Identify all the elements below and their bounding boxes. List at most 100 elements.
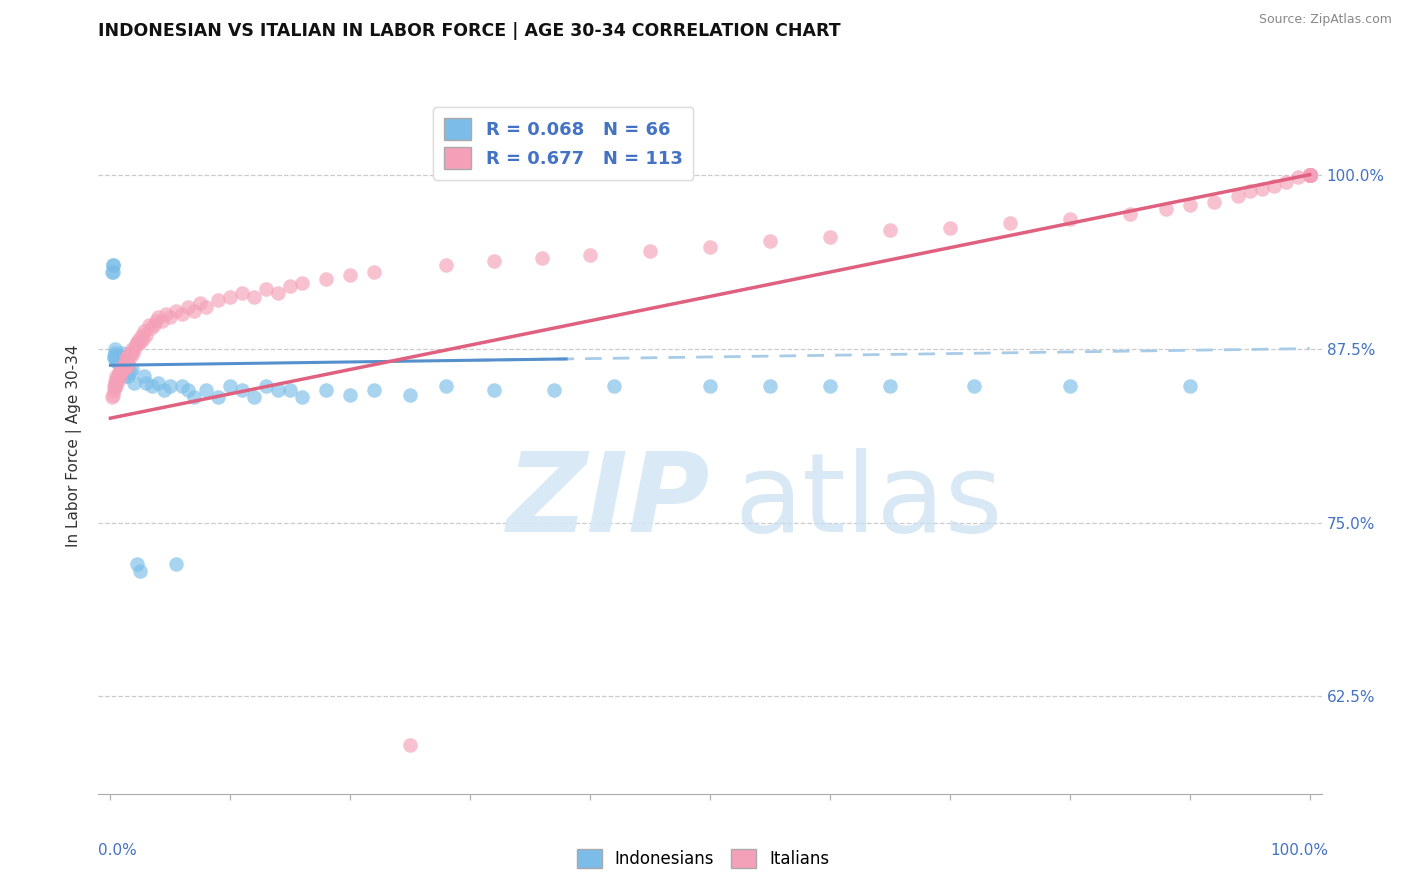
Point — [579, 248, 602, 262]
Point — [818, 230, 841, 244]
Point — [103, 349, 125, 363]
Point — [434, 379, 457, 393]
Point — [1226, 188, 1249, 202]
Point — [101, 258, 124, 272]
Point — [1298, 168, 1320, 182]
Point — [100, 265, 122, 279]
Point — [104, 379, 127, 393]
Point — [278, 279, 301, 293]
Point — [104, 374, 127, 388]
Point — [131, 327, 153, 342]
Point — [112, 362, 135, 376]
Point — [254, 379, 277, 393]
Point — [1298, 168, 1320, 182]
Point — [172, 379, 194, 393]
Point — [114, 369, 136, 384]
Point — [153, 384, 176, 398]
Point — [122, 345, 145, 359]
Point — [124, 337, 146, 351]
Point — [879, 379, 901, 393]
Point — [243, 390, 266, 404]
Point — [124, 342, 146, 356]
Point — [1298, 168, 1320, 182]
Point — [998, 216, 1021, 230]
Point — [1178, 379, 1201, 393]
Point — [1298, 168, 1320, 182]
Point — [159, 379, 181, 393]
Point — [879, 223, 901, 237]
Point — [105, 369, 128, 384]
Point — [150, 314, 173, 328]
Point — [115, 351, 138, 366]
Point — [603, 379, 626, 393]
Point — [1298, 168, 1320, 182]
Point — [1298, 168, 1320, 182]
Point — [148, 376, 170, 391]
Point — [101, 258, 124, 272]
Point — [125, 334, 148, 349]
Point — [939, 220, 962, 235]
Point — [315, 384, 337, 398]
Point — [1059, 212, 1081, 227]
Point — [1298, 168, 1320, 182]
Point — [1250, 181, 1272, 195]
Point — [1298, 168, 1320, 182]
Point — [108, 349, 131, 363]
Point — [111, 351, 134, 366]
Point — [399, 387, 422, 401]
Point — [219, 290, 242, 304]
Point — [183, 304, 205, 318]
Point — [100, 390, 122, 404]
Point — [107, 369, 129, 384]
Text: INDONESIAN VS ITALIAN IN LABOR FORCE | AGE 30-34 CORRELATION CHART: INDONESIAN VS ITALIAN IN LABOR FORCE | A… — [98, 22, 841, 40]
Point — [132, 332, 155, 346]
Point — [107, 351, 129, 366]
Point — [207, 293, 229, 307]
Point — [112, 359, 135, 374]
Point — [759, 379, 782, 393]
Point — [132, 369, 155, 384]
Point — [107, 355, 129, 369]
Point — [165, 304, 187, 318]
Point — [114, 355, 136, 369]
Point — [183, 390, 205, 404]
Point — [115, 359, 138, 374]
Point — [188, 295, 212, 310]
Point — [1298, 168, 1320, 182]
Point — [108, 365, 131, 379]
Point — [145, 314, 167, 328]
Point — [1298, 168, 1320, 182]
Point — [128, 332, 150, 346]
Point — [315, 272, 337, 286]
Point — [1298, 168, 1320, 182]
Point — [138, 318, 160, 332]
Point — [1119, 206, 1142, 220]
Point — [267, 384, 290, 398]
Point — [1298, 168, 1320, 182]
Point — [120, 349, 142, 363]
Point — [254, 282, 277, 296]
Point — [141, 320, 163, 334]
Point — [963, 379, 986, 393]
Point — [1263, 178, 1285, 193]
Point — [177, 300, 200, 314]
Point — [114, 359, 136, 374]
Point — [118, 365, 141, 379]
Point — [267, 285, 290, 300]
Point — [108, 355, 131, 369]
Point — [132, 324, 155, 338]
Point — [108, 369, 131, 384]
Point — [121, 342, 143, 356]
Point — [117, 349, 139, 363]
Point — [108, 351, 131, 366]
Point — [1239, 185, 1261, 199]
Point — [195, 384, 218, 398]
Point — [110, 354, 132, 368]
Point — [543, 384, 565, 398]
Point — [531, 251, 554, 265]
Point — [638, 244, 661, 259]
Point — [129, 564, 152, 578]
Point — [104, 345, 127, 359]
Point — [108, 365, 131, 379]
Point — [399, 738, 422, 752]
